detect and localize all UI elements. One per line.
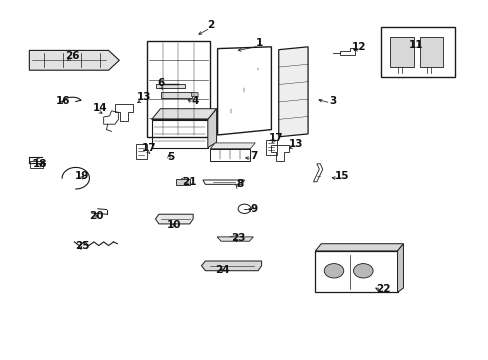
Text: 24: 24	[215, 265, 229, 275]
Text: 14: 14	[93, 103, 107, 113]
Text: 1: 1	[255, 38, 262, 48]
Polygon shape	[217, 237, 253, 241]
Text: 25: 25	[75, 240, 89, 251]
Text: 16: 16	[55, 96, 70, 106]
Bar	[381, 27, 454, 77]
Polygon shape	[155, 214, 193, 224]
Polygon shape	[397, 244, 403, 292]
Ellipse shape	[353, 264, 372, 278]
Text: 21: 21	[182, 177, 197, 187]
Text: 20: 20	[89, 211, 104, 221]
Text: 11: 11	[407, 40, 422, 50]
Polygon shape	[207, 109, 216, 148]
Text: 17: 17	[142, 143, 156, 153]
Text: 22: 22	[376, 284, 390, 294]
Text: 5: 5	[167, 152, 174, 162]
Text: 7: 7	[250, 150, 258, 161]
Polygon shape	[278, 47, 307, 137]
Text: 19: 19	[75, 171, 89, 181]
Text: 13: 13	[288, 139, 303, 149]
Polygon shape	[389, 37, 413, 67]
Text: 2: 2	[206, 20, 213, 30]
Polygon shape	[315, 244, 403, 251]
Polygon shape	[176, 179, 189, 185]
Text: 15: 15	[334, 171, 349, 181]
Polygon shape	[191, 93, 198, 97]
Polygon shape	[210, 143, 255, 149]
Polygon shape	[151, 109, 216, 120]
Text: 17: 17	[268, 132, 283, 143]
Ellipse shape	[324, 264, 343, 278]
Text: 8: 8	[236, 179, 243, 189]
Polygon shape	[419, 37, 442, 67]
Text: 3: 3	[328, 96, 335, 106]
Text: 18: 18	[33, 159, 47, 169]
Text: 6: 6	[158, 78, 164, 88]
Text: 4: 4	[191, 96, 199, 106]
Text: 9: 9	[250, 204, 257, 214]
Text: 23: 23	[231, 233, 245, 243]
Polygon shape	[201, 261, 261, 271]
Polygon shape	[161, 92, 191, 98]
Polygon shape	[156, 84, 184, 88]
Text: 10: 10	[166, 220, 181, 230]
Polygon shape	[29, 50, 119, 70]
Text: 12: 12	[351, 42, 366, 52]
Text: 26: 26	[65, 51, 80, 61]
Text: 13: 13	[137, 92, 151, 102]
